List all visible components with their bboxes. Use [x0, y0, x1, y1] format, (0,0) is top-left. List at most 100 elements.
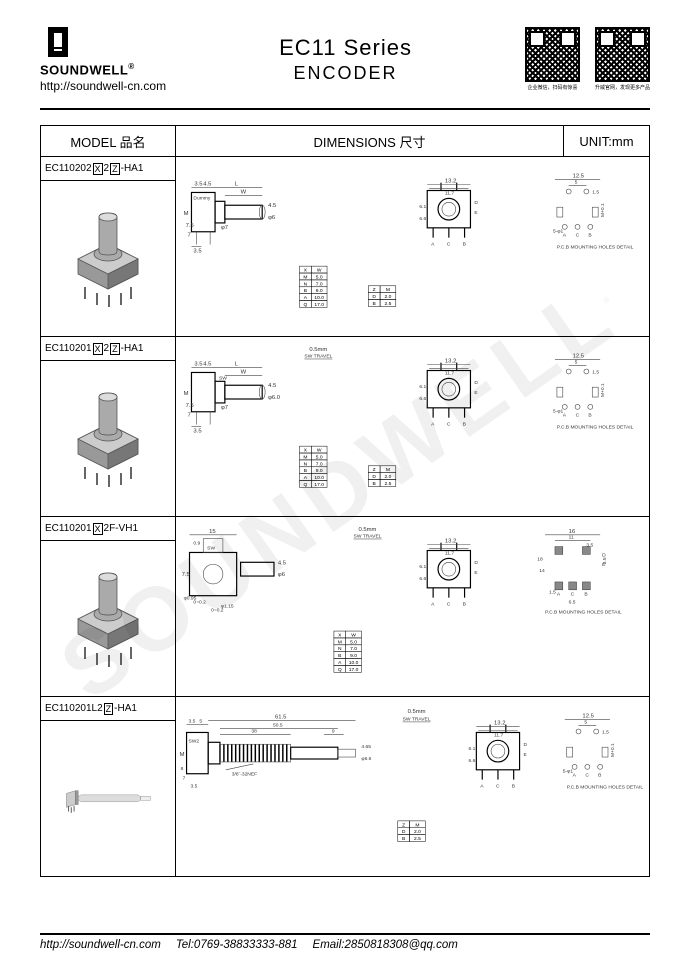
qr-code-icon: [525, 27, 580, 82]
svg-text:3.5: 3.5: [193, 429, 202, 435]
svg-text:2.0: 2.0: [385, 474, 392, 480]
svg-text:Dummy: Dummy: [193, 196, 210, 202]
svg-text:M+0.1: M+0.1: [610, 743, 616, 757]
svg-text:A: A: [431, 602, 435, 608]
svg-text:11.7: 11.7: [445, 371, 454, 377]
svg-text:M+0.1: M+0.1: [600, 383, 606, 397]
svg-text:B: B: [463, 422, 467, 428]
svg-text:φ7: φ7: [221, 405, 228, 411]
svg-text:12.5: 12.5: [582, 714, 594, 720]
svg-text:2.5: 2.5: [414, 836, 421, 842]
svg-text:13.2: 13.2: [445, 359, 456, 365]
datasheet-row: EC110201L2Z-HA1 0.5mm SW TRAVEL 3.5 5 61…: [40, 697, 650, 877]
rows-container: EC110202X2Z-HA1 3.5 4.5 L W 4.5 φ6 Dummy…: [0, 157, 690, 877]
svg-text:0~0.2: 0~0.2: [193, 600, 206, 606]
svg-text:Q: Q: [338, 667, 342, 673]
svg-text:9: 9: [332, 729, 335, 735]
svg-text:13.2: 13.2: [445, 179, 456, 185]
svg-text:A: A: [304, 475, 308, 481]
svg-text:38: 38: [251, 729, 257, 735]
svg-text:E: E: [474, 390, 478, 396]
svg-text:11.7: 11.7: [445, 191, 454, 197]
dimensions-column: 0.5mm SW TRAVEL 15 0.9 SW 4.5φ6 φ0.95φ1.…: [176, 517, 649, 696]
svg-text:13.2: 13.2: [445, 539, 456, 545]
svg-text:M: M: [184, 391, 189, 397]
svg-text:C: C: [447, 242, 451, 248]
svg-text:4.5: 4.5: [278, 561, 287, 567]
svg-text:E: E: [474, 210, 478, 216]
col-model: MODEL 品名: [41, 126, 176, 156]
qr-code-icon: [595, 27, 650, 82]
title-area: EC11 Series ENCODER: [166, 35, 525, 84]
dimensions-column: 0.5mmSW TRAVEL 3.5 4.5 L W 4.5 φ6.0 SW M…: [176, 337, 649, 516]
svg-text:18: 18: [537, 557, 543, 563]
svg-text:A: A: [557, 592, 561, 598]
svg-text:φ6.0: φ6.0: [268, 395, 281, 401]
svg-text:B: B: [338, 653, 342, 659]
svg-text:3.5: 3.5: [194, 362, 203, 368]
svg-text:1.5: 1.5: [602, 730, 609, 736]
svg-text:W: W: [317, 448, 322, 454]
svg-text:SW: SW: [219, 376, 227, 382]
svg-text:7.0: 7.0: [316, 462, 323, 468]
dimensions-column: 0.5mm SW TRAVEL 3.5 5 61.5 50.5 38 9 4.6…: [176, 697, 649, 876]
model-render: [41, 541, 175, 696]
model-render: [41, 361, 175, 516]
svg-text:3.5: 3.5: [194, 182, 203, 188]
header-url: http://soundwell-cn.com: [40, 79, 166, 93]
svg-text:X: X: [304, 268, 308, 274]
svg-text:D: D: [474, 201, 478, 207]
svg-text:4.65: 4.65: [361, 745, 371, 751]
svg-text:W: W: [317, 268, 322, 274]
svg-text:5: 5: [575, 180, 578, 186]
svg-text:L: L: [235, 182, 239, 188]
svg-text:A: A: [573, 773, 577, 779]
svg-text:W: W: [241, 190, 247, 196]
datasheet-row: EC110201X2F-VH1 0.5mm SW TRAVEL 15 0.9 S…: [40, 517, 650, 697]
svg-text:6.6: 6.6: [419, 216, 426, 222]
svg-text:14: 14: [539, 568, 545, 574]
svg-text:6.1: 6.1: [419, 385, 426, 391]
svg-text:B: B: [598, 773, 602, 779]
model-column: EC110201X2F-VH1: [41, 517, 176, 696]
svg-text:6.1: 6.1: [419, 565, 426, 571]
col-dimensions: DIMENSIONS 尺寸: [176, 126, 564, 156]
header-rule: [40, 108, 650, 110]
svg-text:B: B: [588, 233, 592, 239]
svg-text:4.5: 4.5: [268, 384, 277, 390]
svg-text:N: N: [338, 647, 342, 653]
svg-text:A: A: [563, 233, 567, 239]
svg-text:M: M: [338, 640, 342, 646]
svg-text:C: C: [571, 592, 575, 598]
col-unit: UNIT:mm: [564, 126, 649, 156]
page-header: SOUNDWELL® http://soundwell-cn.com EC11 …: [0, 0, 690, 103]
svg-text:6.5: 6.5: [569, 600, 576, 606]
svg-text:8: 8: [181, 766, 184, 772]
svg-text:B: B: [588, 413, 592, 419]
svg-text:M: M: [386, 288, 390, 294]
svg-text:5.0: 5.0: [316, 275, 323, 281]
svg-text:φ6: φ6: [268, 215, 276, 221]
svg-text:A: A: [431, 242, 435, 248]
svg-text:4.5: 4.5: [268, 204, 277, 210]
svg-text:W: W: [241, 370, 247, 376]
svg-text:61.5: 61.5: [275, 715, 287, 721]
svg-text:D: D: [372, 294, 376, 300]
svg-text:A: A: [304, 295, 308, 301]
svg-text:M: M: [180, 752, 185, 758]
datasheet-row: EC110201X2Z-HA1 0.5mmSW TRAVEL 3.5 4.5 L…: [40, 337, 650, 517]
svg-text:L: L: [235, 362, 239, 368]
svg-text:7.5: 7.5: [186, 403, 195, 409]
svg-text:4.5: 4.5: [203, 362, 212, 368]
svg-text:A: A: [480, 784, 484, 790]
svg-text:11.7: 11.7: [494, 733, 503, 739]
svg-text:A: A: [338, 660, 342, 666]
svg-text:φ6.6: φ6.6: [361, 756, 371, 762]
svg-text:7: 7: [183, 776, 186, 782]
svg-text:C: C: [576, 233, 580, 239]
model-name: EC110202X2Z-HA1: [41, 157, 175, 181]
svg-text:1.5: 1.5: [592, 370, 599, 376]
model-name: EC110201L2Z-HA1: [41, 697, 175, 721]
model-column: EC110201L2Z-HA1: [41, 697, 176, 876]
svg-text:SW TRAVEL: SW TRAVEL: [304, 354, 332, 360]
